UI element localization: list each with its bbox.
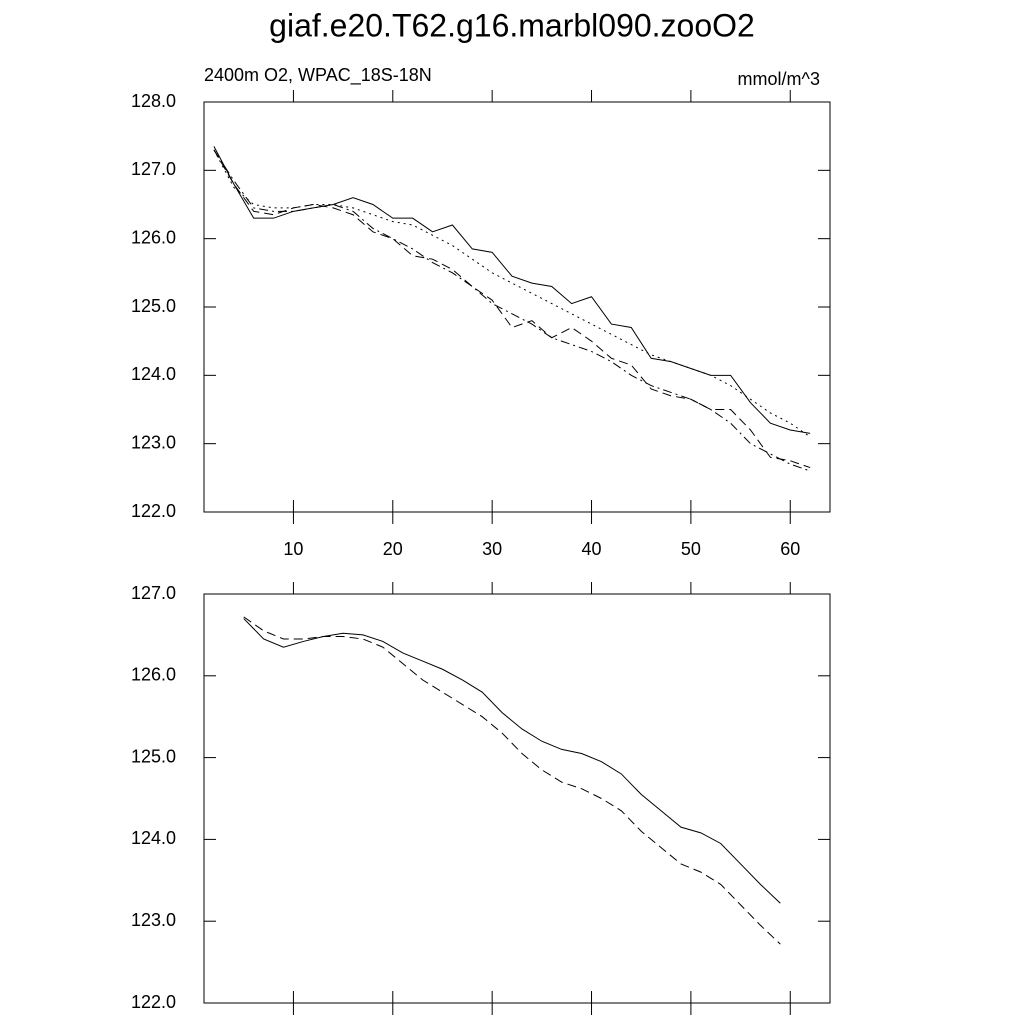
y-tick-label: 124.0 — [131, 828, 176, 848]
x-tick-label: 30 — [482, 539, 502, 559]
y-tick-label: 126.0 — [131, 665, 176, 685]
y-tick-label: 123.0 — [131, 432, 176, 452]
data-line — [213, 146, 811, 434]
x-tick-label: 10 — [283, 539, 303, 559]
plot-frame — [203, 593, 831, 1004]
x-tick-label: 40 — [582, 539, 602, 559]
y-tick-label: 124.0 — [131, 364, 176, 384]
chart-title: giaf.e20.T62.g16.marbl090.zooO2 — [269, 7, 755, 43]
y-tick-label: 122.0 — [131, 992, 176, 1012]
x-tick-label: 20 — [383, 539, 403, 559]
y-tick-label: 122.0 — [131, 501, 176, 521]
y-tick-label: 126.0 — [131, 227, 176, 247]
y-tick-label: 128.0 — [131, 91, 176, 111]
y-tick-label: 125.0 — [131, 746, 176, 766]
data-line — [213, 149, 811, 472]
x-tick-label: 60 — [780, 539, 800, 559]
data-line — [213, 149, 811, 438]
data-line — [243, 618, 781, 904]
x-tick-label: 50 — [681, 539, 701, 559]
y-tick-label: 127.0 — [131, 583, 176, 603]
data-line — [213, 149, 811, 469]
plot-frame — [203, 101, 831, 513]
y-tick-label: 125.0 — [131, 296, 176, 316]
subtitle-right: mmol/m^3 — [738, 69, 820, 89]
y-tick-label: 127.0 — [131, 159, 176, 179]
subtitle-left: 2400m O2, WPAC_18S-18N — [204, 65, 432, 86]
data-line — [243, 616, 781, 945]
y-tick-label: 123.0 — [131, 910, 176, 930]
